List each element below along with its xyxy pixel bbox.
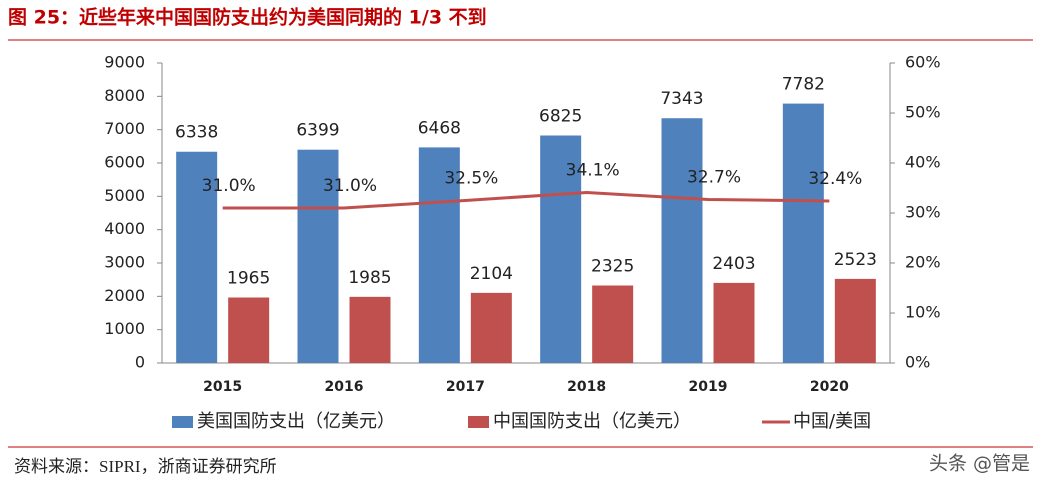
bar xyxy=(418,147,460,363)
y-tick-label: 9000 xyxy=(104,53,145,72)
data-label: 1965 xyxy=(227,269,270,289)
bar xyxy=(713,282,755,363)
y-tick-label: 1000 xyxy=(104,319,145,338)
watermark: 头条 @管是 xyxy=(929,453,1030,475)
bar xyxy=(176,151,218,363)
data-label: 32.7% xyxy=(687,168,741,188)
x-tick-label: 2016 xyxy=(325,379,364,395)
y2-tick-label: 40% xyxy=(905,153,941,172)
chart-title: 图 25：近些年来中国国防支出约为美国同期的 1/3 不到 xyxy=(8,6,487,29)
y2-tick-label: 20% xyxy=(905,253,941,272)
data-label: 34.1% xyxy=(566,161,620,181)
source: 资料来源：SIPRI，浙商证券研究所 xyxy=(14,457,277,476)
data-label: 1985 xyxy=(348,268,391,288)
y-tick-label: 5000 xyxy=(104,186,145,205)
x-tick-label: 2020 xyxy=(810,379,849,395)
data-label: 2104 xyxy=(470,264,513,284)
x-tick-label: 2017 xyxy=(446,379,485,395)
legend-swatch xyxy=(172,416,193,428)
y-tick-label: 8000 xyxy=(104,86,145,105)
data-label: 6468 xyxy=(418,118,461,138)
y-tick-label: 6000 xyxy=(104,153,145,172)
bar xyxy=(297,149,339,363)
data-label: 6338 xyxy=(175,123,218,143)
y2-tick-label: 10% xyxy=(905,303,941,322)
data-label: 2403 xyxy=(712,254,755,274)
bar xyxy=(470,292,512,363)
data-label: 32.4% xyxy=(808,169,862,189)
data-label: 2523 xyxy=(834,250,877,270)
legend-label: 中国国防支出（亿美元） xyxy=(493,411,691,432)
x-tick-label: 2019 xyxy=(689,379,728,395)
legend-label: 美国国防支出（亿美元） xyxy=(197,411,395,432)
data-label: 2325 xyxy=(591,257,634,277)
y2-tick-label: 60% xyxy=(905,53,941,72)
bar xyxy=(834,278,876,363)
y-tick-label: 2000 xyxy=(104,286,145,305)
x-tick-label: 2018 xyxy=(567,379,606,395)
bar xyxy=(592,285,634,363)
legend-swatch xyxy=(468,416,489,428)
bar xyxy=(540,135,582,363)
y2-tick-label: 50% xyxy=(905,103,941,122)
legend-label: 中国/美国 xyxy=(793,411,871,432)
data-label: 32.5% xyxy=(444,169,498,189)
bar xyxy=(782,103,824,363)
data-label: 6825 xyxy=(539,107,582,127)
bar xyxy=(349,296,391,363)
line xyxy=(222,190,830,210)
data-label: 6399 xyxy=(296,121,339,141)
data-label: 7343 xyxy=(660,89,703,109)
y-tick-label: 4000 xyxy=(104,219,145,238)
bar xyxy=(228,297,270,363)
y2-tick-label: 30% xyxy=(905,203,941,222)
y-tick-label: 3000 xyxy=(104,253,145,272)
bar xyxy=(661,118,703,363)
data-label: 31.0% xyxy=(202,176,256,196)
y-tick-label: 7000 xyxy=(104,119,145,138)
y2-tick-label: 0% xyxy=(905,353,930,372)
data-label: 7782 xyxy=(782,75,825,95)
data-label: 31.0% xyxy=(323,176,377,196)
y-tick-label: 0 xyxy=(135,353,145,372)
x-tick-label: 2015 xyxy=(203,379,242,395)
